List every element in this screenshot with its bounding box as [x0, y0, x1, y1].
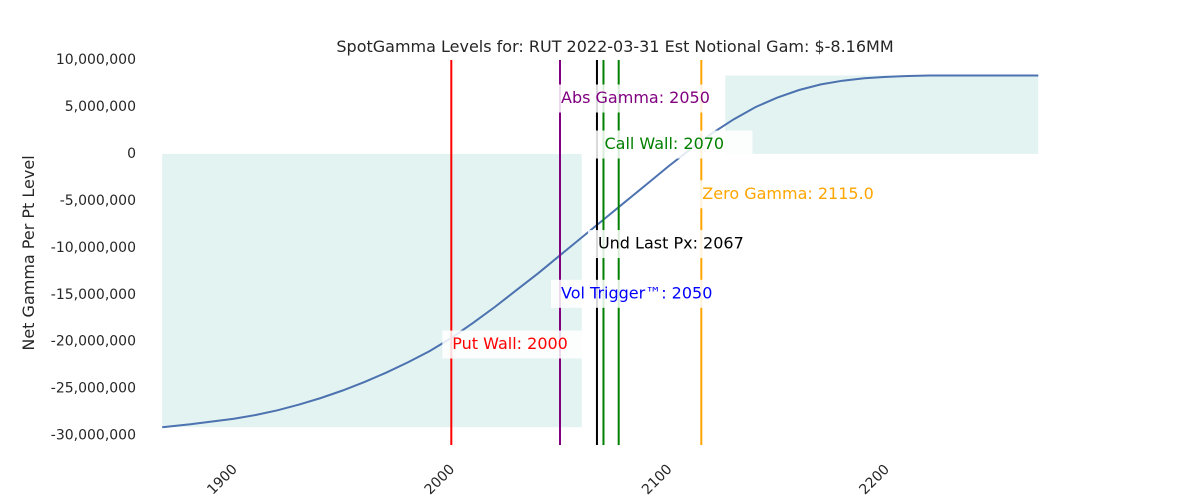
level-label: Abs Gamma: 2050 — [561, 88, 710, 107]
x-tick-label: 2100 — [639, 462, 676, 499]
y-tick-label: -30,000,000 — [51, 428, 136, 444]
fill-region — [725, 75, 1039, 154]
y-tick-label: -5,000,000 — [60, 193, 136, 209]
y-tick-label: -20,000,000 — [51, 334, 136, 350]
level-label: Zero Gamma: 2115.0 — [702, 184, 874, 203]
level-label-background — [692, 180, 878, 209]
fill-region — [162, 153, 582, 428]
fill-regions — [162, 75, 1039, 428]
level-label-background — [587, 230, 765, 259]
y-axis-ticks: 10,000,000 5,000,000 0 -5,000,000 -10,000,00… — [51, 52, 136, 444]
level-label-background — [551, 279, 737, 308]
level-label: Put Wall: 2000 — [452, 334, 568, 353]
level-label-background — [442, 330, 592, 359]
level-labels: Put Wall: 2000 Abs Gamma: 2050 Vol Trigger… — [442, 84, 878, 359]
level-label-background — [594, 130, 753, 159]
y-tick-label: 10,000,000 — [56, 52, 136, 68]
x-tick-label: 2000 — [422, 462, 459, 499]
level-label: Call Wall: 2070 — [604, 134, 724, 153]
y-axis-label: Net Gamma Per Pt Level — [19, 155, 38, 350]
y-tick-label: 0 — [127, 146, 136, 162]
x-axis-ticks: 1900 2000 2100 2200 — [204, 462, 893, 499]
chart-title: SpotGamma Levels for: RUT 2022-03-31 Est… — [336, 37, 893, 56]
y-tick-label: 5,000,000 — [65, 99, 136, 115]
x-tick-label: 2200 — [856, 462, 893, 499]
level-label: Vol Trigger™: 2050 — [561, 283, 712, 302]
y-tick-label: -25,000,000 — [51, 381, 136, 397]
y-tick-label: -15,000,000 — [51, 287, 136, 303]
y-tick-label: -10,000,000 — [51, 240, 136, 256]
x-tick-label: 1900 — [204, 462, 241, 499]
level-label: Und Last Px: 2067 — [598, 234, 744, 253]
level-label-background — [551, 84, 709, 113]
